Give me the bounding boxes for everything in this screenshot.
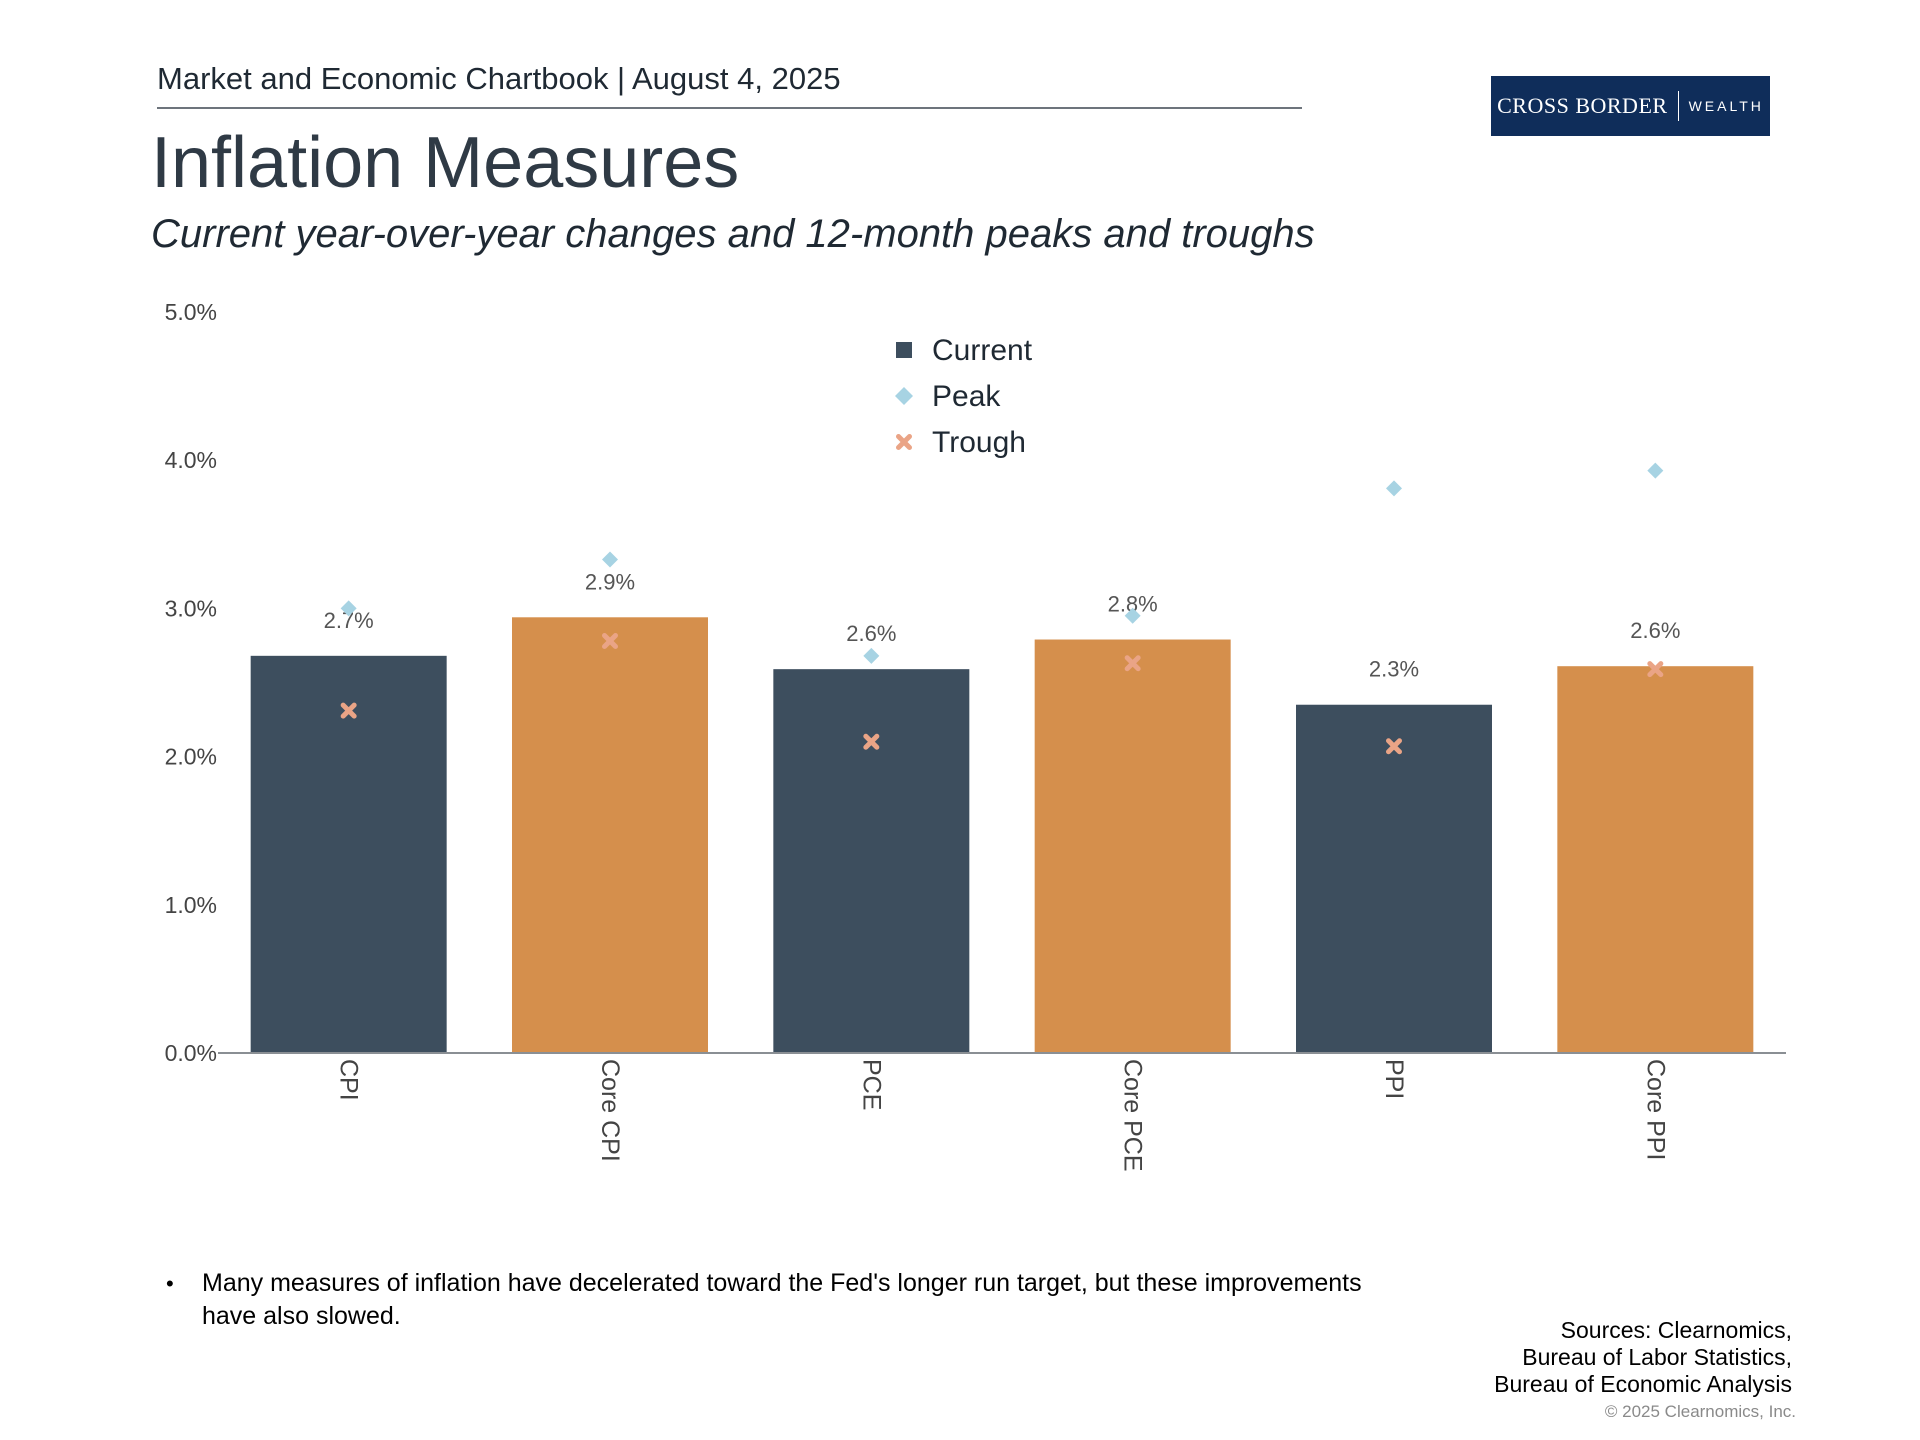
trough-marker [602, 633, 618, 650]
source-line: Bureau of Labor Statistics, [1522, 1344, 1792, 1370]
legend-swatch-peak [895, 387, 913, 405]
peak-marker [1124, 607, 1141, 624]
y-tick-label: 5.0% [165, 299, 217, 325]
peak-marker [602, 551, 618, 568]
legend-swatch-trough [896, 434, 912, 450]
y-tick-label: 4.0% [165, 447, 217, 473]
bar [1557, 666, 1754, 1053]
bullet-text: Many measures of inflation have decelera… [202, 1269, 1362, 1330]
legend-label: Trough [932, 426, 1026, 459]
source-line: Sources: Clearnomics, [1560, 1317, 1792, 1343]
sources: Sources: Clearnomics, Bureau of Labor St… [1494, 1317, 1792, 1398]
logo-main-text: CROSS BORDER [1497, 93, 1668, 118]
x-tick-label: Core CPI [596, 1059, 624, 1162]
trough-marker [1647, 661, 1664, 678]
page-title: Inflation Measures [151, 123, 740, 203]
bar [512, 617, 708, 1053]
copyright: © 2025 Clearnomics, Inc. [1604, 1402, 1796, 1421]
y-tick-label: 2.0% [165, 744, 217, 770]
data-label: 2.3% [1369, 657, 1419, 682]
y-tick-label: 1.0% [165, 892, 217, 918]
trough-marker [1124, 655, 1141, 672]
data-label: 2.9% [585, 569, 635, 594]
legend-swatch-current [896, 342, 912, 358]
bar [1034, 639, 1231, 1053]
logo-sub-text: WEALTH [1688, 98, 1764, 114]
x-tick-label: PCE [857, 1059, 885, 1110]
y-tick-label: 0.0% [165, 1040, 217, 1066]
trough-marker [340, 702, 357, 719]
legend-label: Peak [932, 380, 1001, 413]
peak-marker [1647, 462, 1664, 479]
bar [773, 669, 970, 1053]
bullet-dot-icon: • [166, 1271, 174, 1296]
y-tick-label: 3.0% [165, 595, 217, 621]
header-divider [157, 107, 1302, 109]
bullet-note: • Many measures of inflation have decele… [166, 1267, 1406, 1333]
chartbook-header: Market and Economic Chartbook | August 4… [157, 61, 841, 96]
x-tick-label: CPI [335, 1059, 363, 1101]
bar [1296, 704, 1492, 1053]
data-label: 2.6% [846, 621, 896, 646]
trough-marker [863, 733, 880, 750]
x-tick-label: Core PPI [1641, 1059, 1669, 1160]
source-line: Bureau of Economic Analysis [1494, 1371, 1792, 1397]
x-tick-label: Core PCE [1119, 1059, 1147, 1172]
peak-marker [340, 600, 357, 617]
page-subtitle: Current year-over-year changes and 12-mo… [151, 212, 1315, 256]
bar [250, 655, 447, 1053]
x-tick-label: PPI [1380, 1059, 1408, 1099]
data-label: 2.6% [1630, 618, 1680, 643]
trough-marker [1386, 738, 1402, 755]
logo-divider [1677, 91, 1679, 121]
legend-label: Current [932, 334, 1033, 367]
peak-marker [863, 647, 880, 664]
cross-border-wealth-logo: CROSS BORDER WEALTH [1491, 76, 1770, 136]
peak-marker [1386, 480, 1402, 497]
